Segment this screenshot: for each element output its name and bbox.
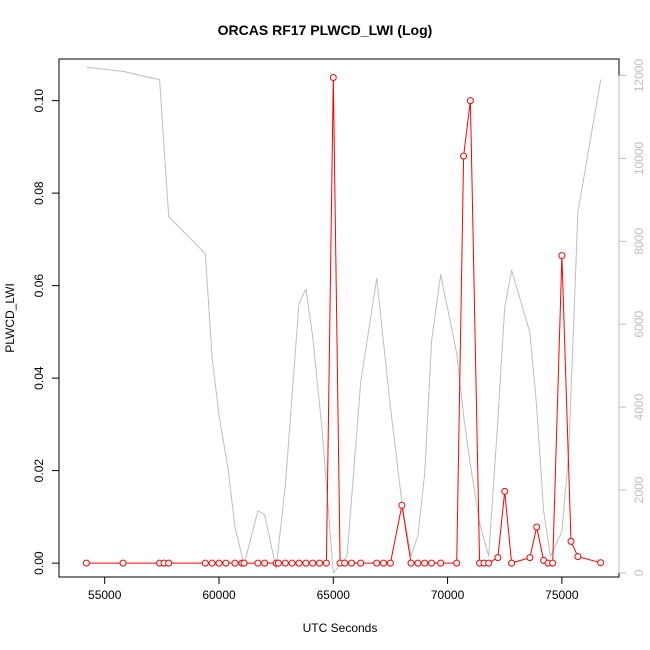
data-point bbox=[201, 559, 209, 567]
y-tick-label: 0.10 bbox=[32, 89, 46, 113]
data-point bbox=[373, 559, 381, 567]
y2-tick-label: 0 bbox=[632, 569, 646, 576]
series-layer bbox=[82, 66, 605, 574]
y-tick-label: 0.06 bbox=[32, 274, 46, 298]
data-point bbox=[82, 559, 90, 567]
x-tick-label: 70000 bbox=[431, 588, 465, 602]
y-tick-label: 0.02 bbox=[32, 459, 46, 483]
data-point bbox=[508, 559, 516, 567]
chart-title: ORCAS RF17 PLWCD_LWI (Log) bbox=[218, 22, 433, 38]
data-point bbox=[309, 559, 317, 567]
data-point bbox=[466, 97, 474, 105]
y2-tick-label: 10000 bbox=[632, 141, 646, 175]
data-point bbox=[261, 559, 269, 567]
y2-tick-label: 6000 bbox=[632, 311, 646, 338]
data-point bbox=[398, 501, 406, 509]
y-tick-label: 0.04 bbox=[32, 366, 46, 390]
data-point bbox=[485, 559, 493, 567]
data-point bbox=[119, 559, 127, 567]
data-point bbox=[348, 559, 356, 567]
data-point bbox=[295, 559, 303, 567]
data-point bbox=[574, 553, 582, 561]
data-point bbox=[501, 487, 509, 495]
y2-tick-label: 12000 bbox=[632, 59, 646, 93]
data-point bbox=[240, 559, 248, 567]
data-point bbox=[428, 559, 436, 567]
data-point bbox=[208, 559, 216, 567]
y2-tick-label: 4000 bbox=[632, 393, 646, 420]
x-tick-label: 60000 bbox=[202, 588, 236, 602]
data-point bbox=[421, 559, 429, 567]
data-point bbox=[494, 554, 502, 562]
x-tick-label: 65000 bbox=[317, 588, 351, 602]
y-axis-label: PLWCD_LWI bbox=[3, 283, 17, 353]
data-point bbox=[281, 559, 289, 567]
data-point bbox=[288, 559, 296, 567]
data-point bbox=[567, 537, 575, 545]
y2-tick-label: 2000 bbox=[632, 476, 646, 503]
primary-series-line bbox=[86, 77, 601, 564]
y2-tick-label: 8000 bbox=[632, 228, 646, 255]
data-point bbox=[460, 152, 468, 160]
y-tick-label: 0.00 bbox=[32, 551, 46, 575]
data-point bbox=[526, 554, 534, 562]
data-point bbox=[437, 559, 445, 567]
data-point bbox=[222, 559, 230, 567]
x-tick-label: 75000 bbox=[545, 588, 579, 602]
data-point bbox=[597, 559, 605, 567]
data-point bbox=[302, 559, 310, 567]
data-point bbox=[558, 252, 566, 260]
data-point bbox=[329, 74, 337, 81]
data-point bbox=[386, 559, 394, 567]
data-point bbox=[380, 559, 388, 567]
axes-layer: 55000 60000 65000 70000 750000.000.020.040.0… bbox=[32, 59, 646, 602]
data-point bbox=[165, 559, 173, 567]
data-point bbox=[549, 559, 557, 567]
data-point bbox=[341, 559, 349, 567]
data-point bbox=[533, 523, 541, 531]
data-point bbox=[254, 559, 262, 567]
data-point bbox=[407, 559, 415, 567]
x-axis-label: UTC Seconds bbox=[303, 621, 378, 635]
secondary-series-line bbox=[86, 66, 602, 574]
data-point bbox=[215, 559, 223, 567]
data-point bbox=[453, 559, 461, 567]
data-point bbox=[357, 559, 365, 567]
data-point bbox=[316, 559, 324, 567]
x-tick-label: 55000 bbox=[88, 588, 122, 602]
data-point bbox=[322, 559, 330, 567]
data-point bbox=[414, 559, 422, 567]
data-point bbox=[274, 559, 282, 567]
data-point bbox=[231, 559, 239, 567]
y-tick-label: 0.08 bbox=[32, 181, 46, 205]
